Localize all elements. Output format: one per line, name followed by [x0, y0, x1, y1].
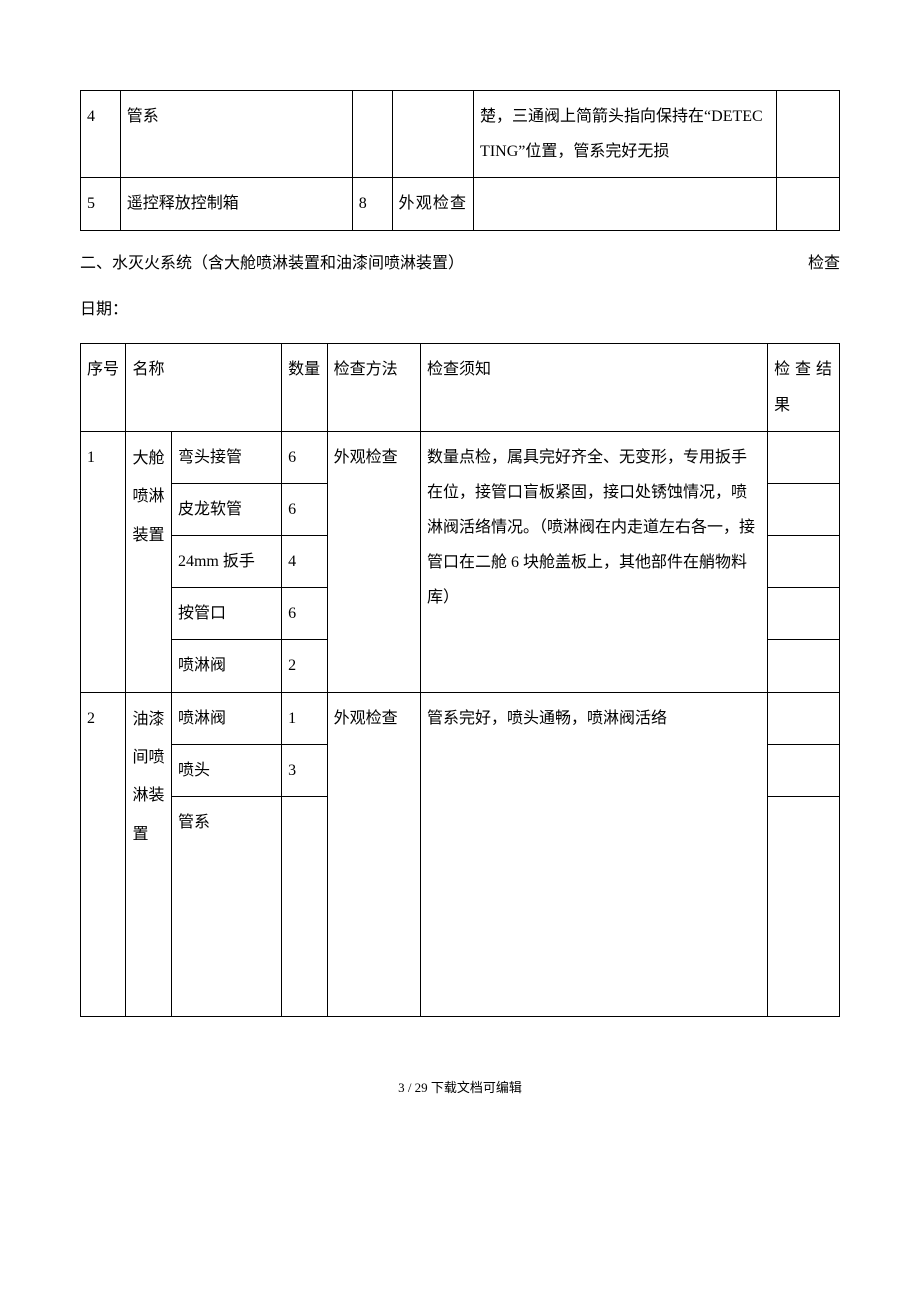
cell-seq: 1 — [81, 431, 126, 692]
table-row: 2 油漆间喷淋装置 喷淋阀 1 外观检查 管系完好，喷头通畅，喷淋阀活络 — [81, 692, 840, 744]
cell-result — [768, 744, 840, 796]
section-2-title: 二、水灭火系统（含大舱喷淋装置和油漆间喷淋装置） 检查 — [80, 245, 840, 283]
cell-qty — [352, 91, 392, 178]
cell-note — [474, 178, 777, 230]
cell-method: 外观检查 — [327, 692, 420, 1016]
date-label: 日期： — [80, 291, 128, 329]
cell-method — [392, 91, 474, 178]
table-row: 1 大舱喷淋装置 弯头接管 6 外观检查 数量点检，属具完好齐全、无变形，专用扳… — [81, 431, 840, 483]
section-2-title-left: 二、水灭火系统（含大舱喷淋装置和油漆间喷淋装置） — [80, 245, 464, 283]
th-result: 检查结果 — [768, 344, 840, 431]
cell-note: 管系完好，喷头通畅，喷淋阀活络 — [420, 692, 767, 1016]
table-row: 5 遥控释放控制箱 8 外观检查 — [81, 178, 840, 230]
table-2: 序号 名称 数量 检查方法 检查须知 检查结果 1 大舱喷淋装置 弯头接管 6 … — [80, 343, 840, 1017]
cell-note: 楚，三通阀上简箭头指向保持在“DETECTING”位置，管系完好无损 — [474, 91, 777, 178]
cell-result — [768, 588, 840, 640]
th-method: 检查方法 — [327, 344, 420, 431]
th-note: 检查须知 — [420, 344, 767, 431]
table-header-row: 序号 名称 数量 检查方法 检查须知 检查结果 — [81, 344, 840, 431]
cell-result — [777, 178, 840, 230]
cell-sub: 按管口 — [171, 588, 281, 640]
table-row: 4 管系 楚，三通阀上简箭头指向保持在“DETECTING”位置，管系完好无损 — [81, 91, 840, 178]
cell-seq: 2 — [81, 692, 126, 1016]
cell-qty: 8 — [352, 178, 392, 230]
cell-result — [768, 431, 840, 483]
cell-result — [768, 797, 840, 1017]
th-qty: 数量 — [282, 344, 327, 431]
cell-result — [777, 91, 840, 178]
cell-qty: 3 — [282, 744, 327, 796]
cell-sub: 喷头 — [171, 744, 281, 796]
cell-note: 数量点检，属具完好齐全、无变形，专用扳手在位，接管口盲板紧固，接口处锈蚀情况，喷… — [420, 431, 767, 692]
cell-sub: 弯头接管 — [171, 431, 281, 483]
cell-qty: 6 — [282, 431, 327, 483]
cell-sub: 24mm 扳手 — [171, 536, 281, 588]
cell-groupname: 大舱喷淋装置 — [126, 431, 171, 692]
th-name: 名称 — [126, 344, 282, 431]
page-body: 4 管系 楚，三通阀上简箭头指向保持在“DETECTING”位置，管系完好无损 … — [0, 0, 920, 1136]
cell-qty: 1 — [282, 692, 327, 744]
cell-sub: 管系 — [171, 797, 281, 1017]
cell-qty — [282, 797, 327, 1017]
cell-result — [768, 536, 840, 588]
cell-result — [768, 483, 840, 535]
cell-result — [768, 692, 840, 744]
cell-seq: 5 — [81, 178, 121, 230]
section-2-title-right: 检查 — [808, 245, 840, 283]
cell-qty: 6 — [282, 483, 327, 535]
cell-method: 外观检查 — [327, 431, 420, 692]
cell-seq: 4 — [81, 91, 121, 178]
th-seq: 序号 — [81, 344, 126, 431]
cell-sub: 皮龙软管 — [171, 483, 281, 535]
cell-qty: 4 — [282, 536, 327, 588]
cell-result — [768, 640, 840, 692]
section-2-date: 日期： — [80, 291, 840, 329]
cell-sub: 喷淋阀 — [171, 640, 281, 692]
cell-qty: 2 — [282, 640, 327, 692]
table-1: 4 管系 楚，三通阀上简箭头指向保持在“DETECTING”位置，管系完好无损 … — [80, 90, 840, 231]
cell-sub: 喷淋阀 — [171, 692, 281, 744]
cell-method: 外观检查 — [392, 178, 474, 230]
cell-name: 遥控释放控制箱 — [120, 178, 352, 230]
cell-name: 管系 — [120, 91, 352, 178]
cell-groupname: 油漆间喷淋装置 — [126, 692, 171, 1016]
cell-qty: 6 — [282, 588, 327, 640]
page-footer: 3 / 29 下载文档可编辑 — [80, 1077, 840, 1096]
